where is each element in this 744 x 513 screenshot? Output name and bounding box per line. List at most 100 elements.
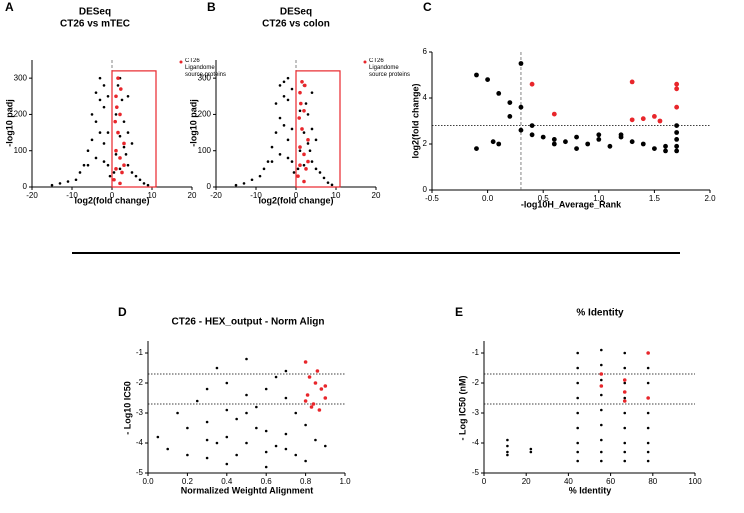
point <box>474 146 479 152</box>
y-axis-label: - Log IC50 (nM) <box>457 376 467 441</box>
x-tick-label: 0.4 <box>221 477 233 486</box>
point <box>507 100 513 105</box>
y-tick-label: -2 <box>472 378 480 387</box>
point <box>623 426 627 430</box>
point <box>78 171 82 174</box>
point <box>274 131 278 134</box>
point <box>540 134 546 140</box>
point <box>290 127 294 131</box>
x-tick-label: 80 <box>648 477 657 486</box>
point <box>646 411 650 415</box>
x-tick-label: 100 <box>688 477 702 486</box>
point <box>126 163 130 167</box>
point <box>674 123 680 128</box>
point <box>304 102 308 105</box>
point <box>600 378 603 382</box>
y-tick-label: 300 <box>14 73 28 82</box>
point <box>308 149 312 153</box>
point <box>640 141 646 147</box>
point <box>300 79 304 84</box>
point <box>309 405 314 409</box>
point <box>302 109 306 113</box>
y-tick-label: 200 <box>14 110 28 119</box>
point <box>674 130 680 135</box>
point <box>284 396 288 400</box>
point <box>186 453 189 457</box>
x-tick-label: 0.0 <box>482 194 494 203</box>
point <box>245 441 248 445</box>
point <box>258 174 262 178</box>
chart-title: CT26 - HEX_output - Norm Align <box>172 317 325 328</box>
point <box>623 411 627 415</box>
point <box>496 91 502 96</box>
x-tick-label: -10 <box>66 191 78 200</box>
point <box>330 183 334 187</box>
y-tick-label: 6 <box>423 47 428 56</box>
legend: CT26 Ligandome source proteins <box>369 58 410 78</box>
x-tick-label: 0.2 <box>182 477 194 486</box>
point <box>120 170 124 175</box>
point <box>142 182 146 185</box>
point <box>242 182 246 185</box>
point <box>108 174 112 178</box>
point <box>674 148 680 154</box>
point <box>322 176 326 180</box>
legend-label: CT26 Ligandome source proteins <box>185 58 227 78</box>
point <box>303 83 307 88</box>
point <box>118 156 122 160</box>
point <box>496 141 502 147</box>
point <box>318 171 322 174</box>
point <box>264 465 268 469</box>
x-axis-label: log2(fold change) <box>75 195 150 205</box>
point <box>319 387 324 391</box>
point <box>323 384 328 388</box>
y-tick-label: 100 <box>14 146 28 155</box>
point <box>120 98 124 102</box>
point <box>264 450 268 454</box>
point <box>299 101 303 106</box>
point <box>225 462 229 466</box>
point <box>307 375 312 379</box>
point <box>585 141 591 147</box>
point <box>126 131 130 134</box>
point <box>205 456 209 460</box>
point <box>623 351 627 355</box>
point <box>622 390 627 394</box>
point <box>674 137 680 142</box>
point <box>225 435 229 439</box>
point <box>324 444 327 448</box>
point <box>106 94 110 98</box>
point <box>130 142 134 145</box>
point <box>215 366 219 370</box>
point <box>302 163 306 167</box>
y-tick-label: -1 <box>472 348 480 357</box>
point <box>314 138 318 142</box>
point <box>122 120 126 123</box>
legend: CT26 Ligandome source proteins <box>185 58 227 78</box>
point <box>623 366 627 370</box>
point <box>282 124 286 127</box>
point <box>310 91 314 94</box>
panel-label: E <box>455 305 463 319</box>
point <box>306 159 310 164</box>
y-tick-label: 200 <box>198 110 212 119</box>
point <box>297 116 302 120</box>
point <box>304 423 307 427</box>
y-tick-label: -3 <box>136 408 144 417</box>
point <box>490 139 496 145</box>
chart-subtitle: CT26 vs mTEC <box>60 19 130 30</box>
point <box>600 408 603 412</box>
point <box>278 116 282 120</box>
x-tick-label: -10 <box>250 191 262 200</box>
point <box>551 141 557 147</box>
point <box>114 167 118 171</box>
point <box>298 163 302 168</box>
point <box>284 432 288 436</box>
point <box>507 114 513 119</box>
point <box>58 182 62 185</box>
y-axis-label: log2(fold change) <box>410 84 420 159</box>
x-tick-label: 60 <box>606 477 615 486</box>
point <box>596 132 602 138</box>
point <box>286 76 290 80</box>
x-tick-label: -0.5 <box>425 194 439 203</box>
